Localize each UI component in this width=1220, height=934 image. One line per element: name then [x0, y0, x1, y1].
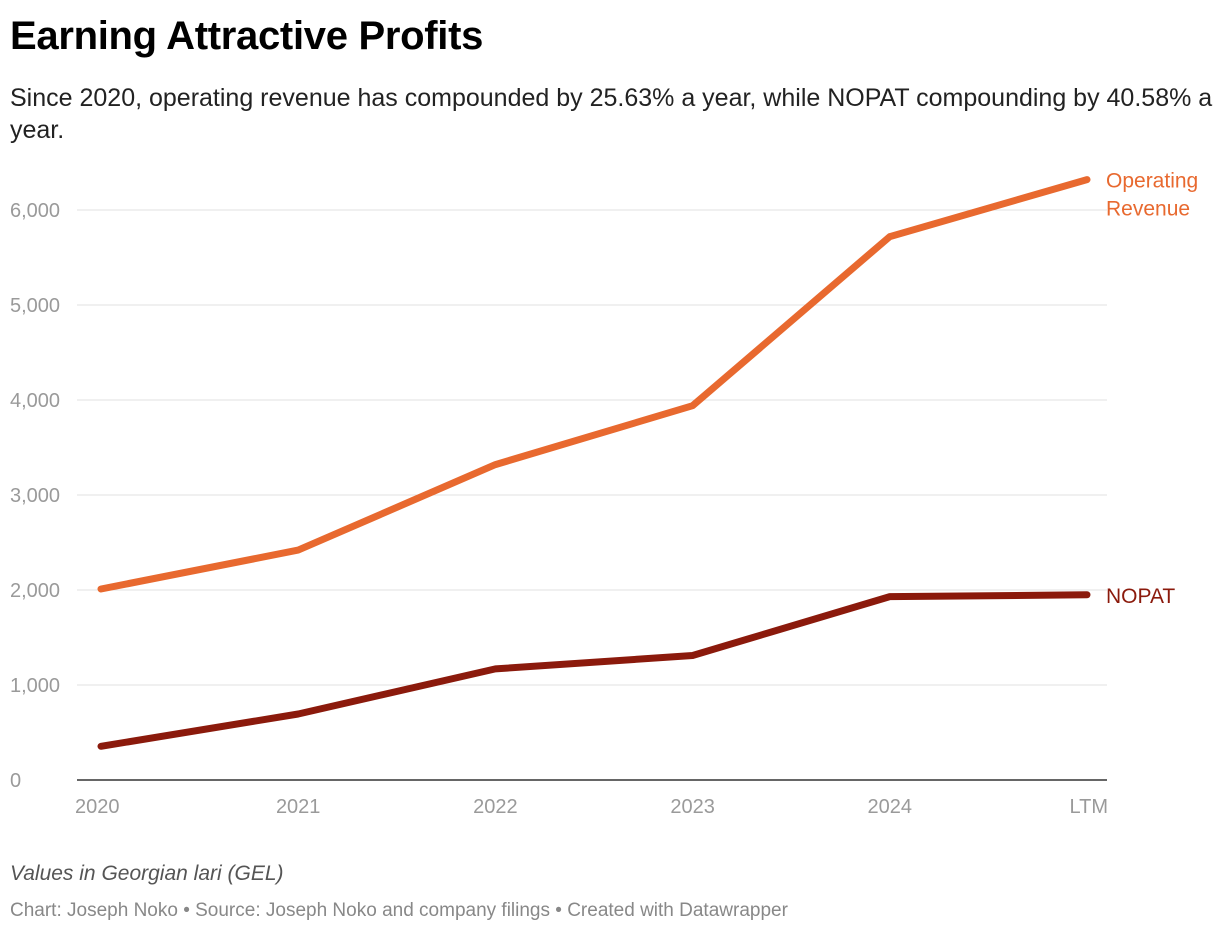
- series-labels: Operating Revenue NOPAT: [1106, 170, 1198, 608]
- x-axis-tick-labels: 2020 2021 2022 2023 2024 LTM: [75, 796, 1108, 818]
- series-line: [97, 591, 1091, 750]
- series-label: Operating Revenue: [1106, 170, 1198, 221]
- y-tick-label: 0: [10, 770, 21, 792]
- chart-notes: Values in Georgian lari (GEL): [10, 862, 284, 885]
- chart-subtitle: Since 2020, operating revenue has compou…: [10, 84, 1213, 144]
- x-tick-label: 2023: [670, 796, 715, 818]
- series-line: [97, 176, 1091, 593]
- chart-footer: Chart: Joseph Noko • Source: Joseph Noko…: [10, 900, 788, 921]
- series-label: NOPAT: [1106, 585, 1175, 608]
- y-tick-label: 2,000: [10, 580, 60, 602]
- y-axis-tick-labels: 0 1,000 2,000 3,000 4,000 5,000 6,000: [10, 200, 60, 792]
- x-tick-label: 2021: [276, 796, 321, 818]
- x-tick-label: 2020: [75, 796, 120, 818]
- x-tick-label: 2024: [868, 796, 913, 818]
- x-tick-label: 2022: [473, 796, 518, 818]
- series-label-line: Revenue: [1106, 198, 1190, 221]
- y-tick-label: 6,000: [10, 200, 60, 222]
- series-label-line: NOPAT: [1106, 585, 1175, 608]
- x-tick-label: LTM: [1069, 796, 1108, 818]
- y-tick-label: 1,000: [10, 675, 60, 697]
- y-tick-label: 3,000: [10, 485, 60, 507]
- y-tick-label: 5,000: [10, 295, 60, 317]
- y-tick-label: 4,000: [10, 390, 60, 412]
- series-lines: [97, 176, 1091, 750]
- series-label-line: Operating: [1106, 170, 1198, 193]
- gridlines: [77, 209, 1107, 686]
- chart-title: Earning Attractive Profits: [10, 14, 484, 58]
